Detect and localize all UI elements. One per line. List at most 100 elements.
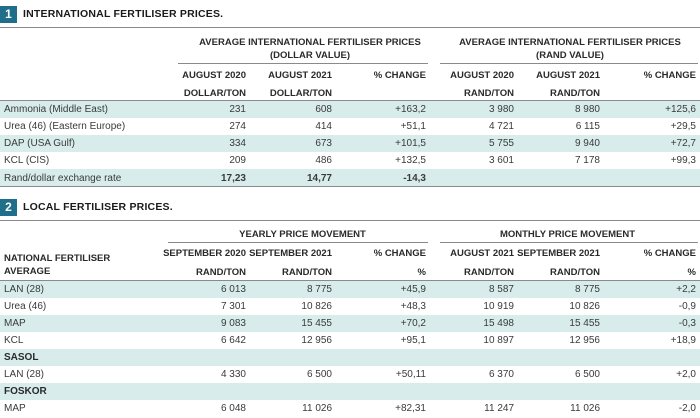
s1-cell: 334 xyxy=(229,138,246,149)
s1-row-label: Ammonia (Middle East) xyxy=(4,104,108,115)
s2-row-label: MAP xyxy=(4,403,26,414)
foskor-label: FOSKOR xyxy=(4,386,47,397)
s1-cell: +163,2 xyxy=(395,104,426,115)
s2-cell: +50,11 xyxy=(395,369,426,380)
s1-cell: 9 940 xyxy=(574,138,600,149)
group-rand-line2: (RAND VALUE) xyxy=(536,50,604,61)
s2-cell: +18,9 xyxy=(670,335,696,346)
s2-cell: +2,2 xyxy=(676,284,696,295)
s2-unit: % xyxy=(687,267,696,278)
s1-cell: -14,3 xyxy=(403,173,426,184)
s2-cell: 6 642 xyxy=(220,335,246,346)
s2-row-label: LAN (28) xyxy=(4,369,45,380)
s2-cell: 10 897 xyxy=(483,335,514,346)
s1-cell: 414 xyxy=(315,121,332,132)
s2-cell: +45,9 xyxy=(400,284,426,295)
group-yearly-underline xyxy=(168,242,428,243)
s2-cell: +70,2 xyxy=(400,318,426,329)
s1-unit-5: RAND/TON xyxy=(550,88,600,99)
sasol-label: SASOL xyxy=(4,352,39,363)
s1-cell: 231 xyxy=(229,104,246,115)
s2-cell: 8 775 xyxy=(574,284,600,295)
s2-row-label: Urea (46) xyxy=(4,301,47,312)
section2-rule xyxy=(0,220,700,221)
s1-col-aug2020-rand: AUGUST 2020 xyxy=(450,70,514,81)
s2-unit: RAND/TON xyxy=(550,267,600,278)
group-yearly: YEARLY PRICE MOVEMENT xyxy=(239,229,366,240)
s2-row-label: MAP xyxy=(4,318,26,329)
row-header-line1: NATIONAL FERTILISER xyxy=(4,253,111,264)
s1-header-rule xyxy=(0,100,700,101)
s2-col-sep2021: SEPTEMBER 2021 xyxy=(249,248,332,259)
s1-cell: 7 178 xyxy=(574,155,600,166)
s2-cell: 11 247 xyxy=(484,403,514,414)
s2-unit: % xyxy=(417,267,426,278)
s2-cell: 10 919 xyxy=(483,301,514,312)
s2-cell: 6 370 xyxy=(488,369,514,380)
section2-title: 2 LOCAL FERTILISER PRICES. xyxy=(0,197,173,217)
section1-heading: INTERNATIONAL FERTILISER PRICES. xyxy=(23,8,224,20)
section1-number: 1 xyxy=(0,5,17,23)
group-rand-underline xyxy=(440,63,698,64)
s2-col-change-yearly: % CHANGE xyxy=(373,248,426,259)
s1-cell: 6 115 xyxy=(575,121,600,132)
s1-col-aug2021-dollar: AUGUST 2021 xyxy=(268,70,332,81)
group-dollar-underline xyxy=(178,63,428,64)
s1-cell: +99,3 xyxy=(670,155,696,166)
s1-row-label: DAP (USA Gulf) xyxy=(4,138,75,149)
s2-cell: +82,31 xyxy=(395,403,426,414)
s2-row-label: LAN (28) xyxy=(4,284,45,295)
section1-rule xyxy=(0,27,700,28)
s2-cell: 6 048 xyxy=(220,403,246,414)
group-dollar-line1: AVERAGE INTERNATIONAL FERTILISER PRICES xyxy=(199,37,421,48)
s1-row-band xyxy=(0,135,700,152)
s2-cell: -0,3 xyxy=(678,318,696,329)
s2-col-aug2021: AUGUST 2021 xyxy=(450,248,514,259)
s2-cell: 12 956 xyxy=(569,335,600,346)
s2-cell: +48,3 xyxy=(400,301,426,312)
s1-col-change-dollar: % CHANGE xyxy=(373,70,426,81)
s1-row-label: Rand/dollar exchange rate xyxy=(4,173,122,184)
s2-cell: +95,1 xyxy=(400,335,426,346)
s2-cell: 6 500 xyxy=(574,369,600,380)
s2-cell: 11 026 xyxy=(302,403,332,414)
s2-cell: 4 330 xyxy=(220,369,246,380)
s2-unit: RAND/TON xyxy=(282,267,332,278)
s1-cell: 5 755 xyxy=(488,138,514,149)
s1-cell: 608 xyxy=(315,104,332,115)
row-header-line2: AVERAGE xyxy=(4,266,51,277)
s1-cell: +101,5 xyxy=(395,138,426,149)
s1-row-band xyxy=(0,169,700,186)
s2-row-band xyxy=(0,281,700,298)
s2-cell: 8 587 xyxy=(488,284,514,295)
s2-unit: RAND/TON xyxy=(464,267,514,278)
s2-cell: 11 026 xyxy=(570,403,600,414)
s1-cell: 14,77 xyxy=(306,173,332,184)
section2-number: 2 xyxy=(0,198,17,216)
s1-col-change-rand: % CHANGE xyxy=(643,70,696,81)
s2-cell: 6 013 xyxy=(220,284,246,295)
s1-cell: 8 980 xyxy=(574,104,600,115)
s2-cell: 12 956 xyxy=(301,335,332,346)
s1-cell: 4 721 xyxy=(488,121,514,132)
group-dollar-line2: (DOLLAR VALUE) xyxy=(269,50,351,61)
s2-row-band xyxy=(0,349,700,366)
group-rand-line1: AVERAGE INTERNATIONAL FERTILISER PRICES xyxy=(459,37,681,48)
s1-col-aug2021-rand: AUGUST 2021 xyxy=(536,70,600,81)
section2-heading: LOCAL FERTILISER PRICES. xyxy=(23,201,173,213)
s2-cell: 9 083 xyxy=(220,318,246,329)
s2-unit: RAND/TON xyxy=(196,267,246,278)
s1-row-label: KCL (CIS) xyxy=(4,155,50,166)
s2-cell: -2,0 xyxy=(678,403,696,414)
section1-title: 1 INTERNATIONAL FERTILISER PRICES. xyxy=(0,4,223,24)
s1-cell: 274 xyxy=(229,121,246,132)
s1-unit-4: RAND/TON xyxy=(464,88,514,99)
s1-cell: +132,5 xyxy=(395,155,426,166)
s2-col-sep2021-monthly: SEPTEMBER 2021 xyxy=(517,248,600,259)
s1-cell: +125,6 xyxy=(665,104,696,115)
s1-row-label: Urea (46) (Eastern Europe) xyxy=(4,121,126,132)
s1-bottom-rule xyxy=(0,186,700,187)
group-monthly: MONTHLY PRICE MOVEMENT xyxy=(499,229,636,240)
s2-cell: 15 498 xyxy=(483,318,514,329)
s1-cell: 209 xyxy=(229,155,246,166)
